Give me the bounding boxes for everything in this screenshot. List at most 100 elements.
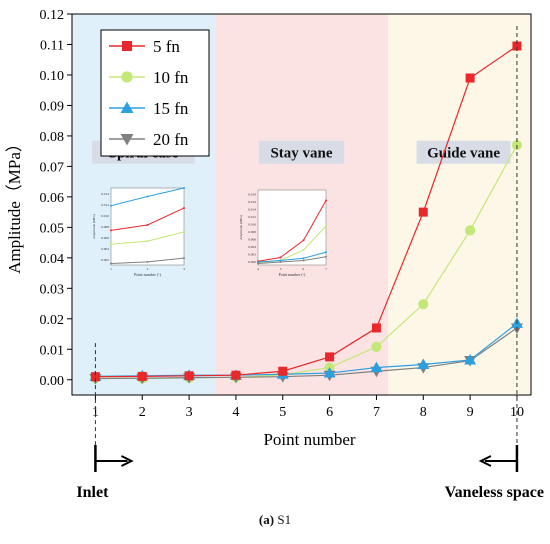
caption-text: S1: [274, 512, 292, 527]
vaneless-space-label: Vaneless space: [445, 484, 544, 501]
inset-y-tick-label: 0.014: [101, 192, 109, 196]
region-guide-vane: [388, 14, 531, 395]
inset-x-label: Point number (-): [134, 272, 161, 277]
legend-marker: [121, 71, 133, 83]
region-label-box: [416, 140, 511, 164]
inset-y-label: Amplitude (MPa): [92, 213, 96, 239]
series-5fn: [90, 41, 522, 382]
legend-label: 20 fn: [153, 130, 189, 149]
arrow-head-right: [120, 455, 134, 467]
inset-y-tick-label: 0.000: [248, 260, 256, 264]
x-tick-label: 6: [326, 405, 333, 420]
data-point: [184, 371, 194, 381]
y-tick-label: 0.07: [40, 160, 65, 175]
insets: 0.002 0.004 0.006 0.008 0.010 0.012 0.014 1 2 3 Po…: [92, 187, 327, 277]
legend-marker: [120, 134, 134, 146]
inset-point: [302, 259, 305, 262]
x-tick-label: 3: [186, 405, 193, 420]
data-point: [371, 323, 381, 333]
inset-y-tick-label: 0.014: [248, 207, 256, 211]
inset-point: [257, 261, 259, 263]
inset-series-line: [257, 251, 327, 263]
y-tick-label: 0.02: [40, 313, 65, 328]
inset-x-tick-label: 2: [147, 267, 149, 271]
x-tick-label: 7: [373, 405, 380, 420]
legend-label: 10 fn: [153, 68, 189, 87]
data-point: [418, 207, 428, 217]
y-tick-label: 0.09: [40, 99, 65, 114]
y-tick-label: 0.12: [40, 8, 65, 23]
data-point: [231, 370, 241, 380]
inset-x-tick-label: 1: [110, 267, 112, 271]
arrow-head-left: [478, 455, 492, 467]
region-label-box: [258, 140, 345, 164]
data-point: [464, 353, 477, 365]
inset-y-tick-label: 0.002: [248, 252, 256, 256]
inset-point: [146, 195, 149, 198]
x-tick-label: 8: [420, 405, 427, 420]
inset-y-tick-label: 0.004: [101, 247, 109, 251]
data-point: [465, 225, 476, 236]
inset-chart: 0.000 0.002 0.004 0.006 0.008 0.010 0.012 0.014…: [239, 189, 327, 277]
inset-point: [110, 262, 112, 265]
legend-entry: 20 fn: [109, 130, 189, 149]
inset-y-tick-label: 0.006: [101, 236, 109, 240]
legend-label: 15 fn: [153, 99, 189, 118]
data-point: [418, 299, 429, 310]
y-tick-label: 0.00: [40, 374, 65, 389]
series-layer: [89, 41, 523, 385]
inset-point: [183, 187, 185, 189]
inset-x-tick-label: 3: [183, 267, 185, 271]
inlet-label: Inlet: [76, 484, 109, 501]
inset-point: [110, 204, 112, 207]
inset-y-tick-label: 0.016: [248, 200, 256, 204]
legend-marker: [120, 101, 134, 113]
data-point: [278, 366, 288, 376]
axes: 0.00 0.01 0.02 0.03 0.04 0.05 0.06 0.07 0.08 0.09…: [5, 8, 532, 449]
data-point: [512, 41, 522, 51]
inset-point: [146, 240, 149, 243]
inset-point: [110, 229, 112, 232]
inset-point: [146, 223, 149, 226]
legend-entry: 15 fn: [109, 99, 189, 118]
y-tick-label: 0.08: [40, 130, 65, 145]
y-axis-label: Amplitude（MPa）: [5, 135, 24, 274]
y-tick-label: 0.11: [40, 38, 64, 53]
inset-point: [302, 239, 305, 242]
inset-point: [325, 199, 327, 202]
x-tick-label: 4: [232, 405, 239, 420]
y-tick-label: 0.10: [40, 69, 65, 84]
legend-entry: 10 fn: [109, 68, 189, 87]
inset-point: [325, 225, 327, 227]
region-label: Stay vane: [270, 146, 332, 162]
inset-y-tick-label: 0.010: [101, 214, 109, 218]
inset-x-tick-label: 4: [257, 267, 259, 271]
inset-y-tick-label: 0.006: [248, 237, 256, 241]
inset-point: [279, 259, 282, 262]
inset-x-tick-label: 7: [325, 267, 327, 271]
annotations: Inlet Vaneless space: [76, 26, 544, 501]
legend-entry: 5 fn: [109, 37, 180, 56]
data-point: [323, 367, 336, 378]
data-point: [371, 341, 382, 352]
data-point: [137, 371, 147, 381]
inset-point: [183, 230, 185, 233]
x-tick-label: 2: [139, 405, 146, 420]
inset-point: [110, 243, 112, 246]
inset-point: [146, 260, 149, 263]
data-point: [370, 361, 383, 373]
x-tick-label: 1: [92, 405, 99, 420]
data-point: [465, 73, 475, 83]
data-point: [90, 372, 100, 382]
inset-y-tick-label: 0.018: [248, 192, 256, 196]
inset-series-line: [257, 200, 327, 262]
y-tick-label: 0.01: [40, 343, 65, 358]
caption-prefix: (a): [258, 512, 275, 527]
legend-box: [100, 29, 210, 157]
plot-frame: [71, 13, 532, 396]
inset-frame: [257, 189, 327, 266]
inset-chart: 0.002 0.004 0.006 0.008 0.010 0.012 0.014 1 2 3 Po…: [92, 187, 185, 277]
legend-label: 5 fn: [153, 37, 180, 56]
inset-x-tick-label: 5: [280, 267, 282, 271]
